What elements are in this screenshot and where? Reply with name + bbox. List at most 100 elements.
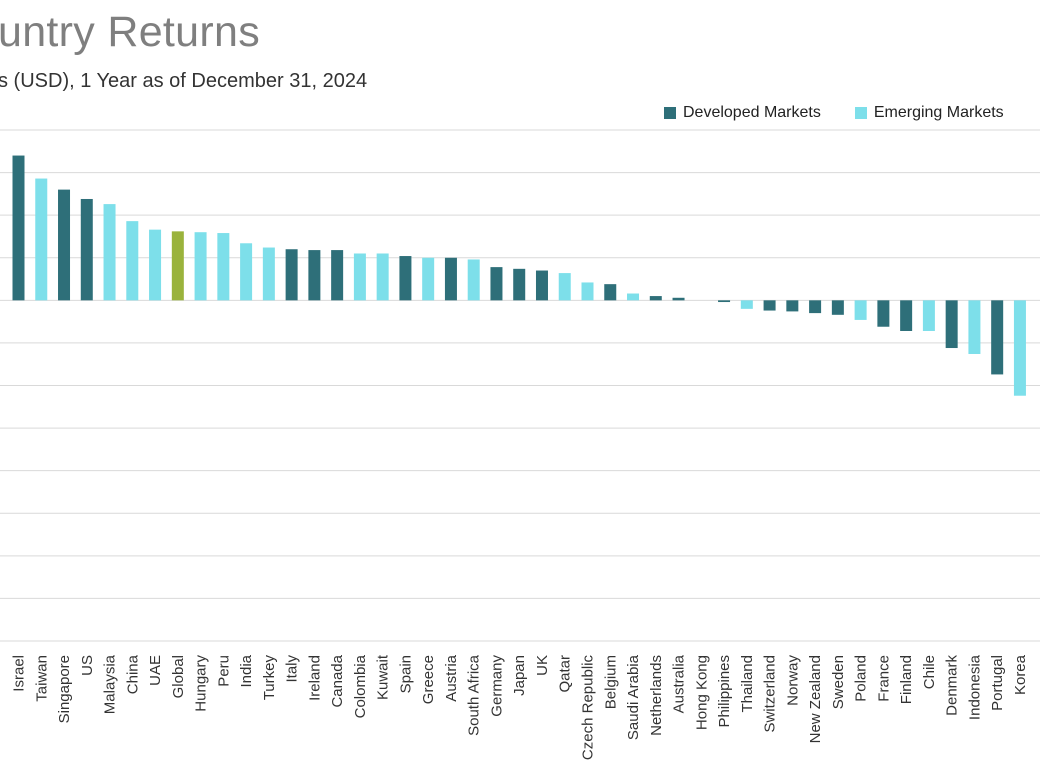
x-tick-label: Korea <box>1012 654 1029 695</box>
x-tick-label: Ireland <box>306 655 323 701</box>
bar-chile <box>922 300 935 331</box>
x-tick-label: France <box>875 655 892 702</box>
bar-philippines <box>718 300 731 303</box>
x-tick-label: Norway <box>784 655 801 706</box>
x-tick-label: Hungary <box>193 655 210 712</box>
legend-item-developed: Developed Markets <box>664 104 821 122</box>
x-tick-label: Italy <box>284 655 301 683</box>
bar-sweden <box>831 300 844 315</box>
x-tick-label: Finland <box>898 655 915 704</box>
bar-greece <box>422 257 435 301</box>
x-tick-label: UK <box>534 655 551 676</box>
x-tick-label: Indonesia <box>966 654 983 720</box>
x-tick-label: Australia <box>671 654 688 713</box>
bar-indonesia <box>968 300 981 354</box>
bar-malaysia <box>103 204 116 301</box>
bar-poland <box>854 300 867 320</box>
chart-subtitle: s (USD), 1 Year as of December 31, 2024 <box>0 70 368 92</box>
bar-global <box>171 231 184 301</box>
bar-south-africa <box>467 259 480 301</box>
x-tick-label: Germany <box>488 655 505 717</box>
x-tick-label: Israel <box>11 655 28 692</box>
bar-portugal <box>991 300 1004 375</box>
legend-swatch-emerging <box>854 107 867 119</box>
bar-italy <box>285 249 298 301</box>
bar-czech-republic <box>581 282 594 301</box>
bar-canada <box>331 250 344 301</box>
x-tick-label: India <box>238 654 255 687</box>
x-tick-label: Spain <box>397 655 414 693</box>
bar-uk <box>535 270 548 301</box>
bar-france <box>877 300 890 327</box>
bar-thailand <box>740 300 753 309</box>
x-tick-label: Poland <box>853 655 870 702</box>
x-tick-label: Peru <box>215 655 232 687</box>
x-tick-label: Chile <box>921 655 938 689</box>
x-tick-label: UAE <box>147 655 164 686</box>
bar-australia <box>672 297 685 301</box>
x-tick-label: South Africa <box>466 654 483 736</box>
x-tick-label: Switzerland <box>762 655 779 733</box>
x-tick-label: Portugal <box>989 655 1006 711</box>
bar-netherlands <box>649 296 662 301</box>
x-tick-label: US <box>79 655 96 676</box>
x-tick-label: Czech Republic <box>580 655 597 761</box>
legend-swatch-developed <box>664 107 676 119</box>
legend: Developed Markets Emerging Markets <box>664 104 1004 122</box>
legend-item-emerging: Emerging Markets <box>854 104 1004 122</box>
x-tick-label: Canada <box>329 654 346 707</box>
bar-korea <box>1013 300 1026 396</box>
bar-finland <box>900 300 913 331</box>
bar-us <box>80 198 93 301</box>
bar-spain <box>399 256 412 301</box>
bar-turkey <box>262 247 275 301</box>
bar-israel <box>12 155 25 301</box>
bar-norway <box>786 300 799 312</box>
bar-taiwan <box>35 178 48 301</box>
x-tick-label: Singapore <box>56 655 73 723</box>
bar-singapore <box>58 189 71 301</box>
x-tick-label: Turkey <box>261 655 278 701</box>
bar-hungary <box>194 232 207 301</box>
bar-austria <box>444 257 457 301</box>
x-tick-label: Saudi Arabia <box>625 654 642 740</box>
x-tick-label: Kuwait <box>375 654 392 700</box>
bar-india <box>240 243 253 301</box>
x-tick-label: Thailand <box>739 655 756 713</box>
bar-peru <box>217 233 230 301</box>
legend-label-emerging: Emerging Markets <box>873 104 1004 121</box>
x-tick-label: Malaysia <box>102 654 119 714</box>
bar-china <box>126 221 139 301</box>
bar-qatar <box>558 273 571 301</box>
bar-denmark <box>945 300 958 349</box>
chart-title: untry Returns <box>0 8 261 56</box>
x-tick-label: Hong Kong <box>693 655 710 730</box>
bar-switzerland <box>763 300 776 311</box>
x-tick-label: Greece <box>420 655 437 704</box>
bar-kuwait <box>376 253 389 301</box>
bar-japan <box>513 268 526 301</box>
bar-new-zealand <box>809 300 822 314</box>
x-tick-label: Japan <box>511 655 528 696</box>
x-tick-label: Philippines <box>716 655 733 728</box>
x-tick-label: New Zealand <box>807 655 824 743</box>
x-tick-label: Colombia <box>352 654 369 718</box>
gridlines <box>0 129 1040 642</box>
category-labels: Israel Taiwan Singapore US Malaysia China UAE G… <box>11 654 1029 760</box>
bar-belgium <box>604 284 617 301</box>
bar-saudi-arabia <box>627 293 640 301</box>
x-tick-label: Qatar <box>557 655 574 693</box>
bar-germany <box>490 267 503 301</box>
x-tick-label: Belgium <box>602 655 619 709</box>
legend-label-developed: Developed Markets <box>683 104 821 121</box>
bars <box>12 155 1026 396</box>
bar-colombia <box>353 253 366 301</box>
x-tick-label: Sweden <box>830 655 847 709</box>
x-tick-label: Global <box>170 655 187 698</box>
x-tick-label: Netherlands <box>648 655 665 736</box>
x-tick-label: Denmark <box>944 655 961 716</box>
bar-uae <box>149 229 162 301</box>
x-tick-label: China <box>124 654 141 694</box>
x-tick-label: Austria <box>443 654 460 701</box>
